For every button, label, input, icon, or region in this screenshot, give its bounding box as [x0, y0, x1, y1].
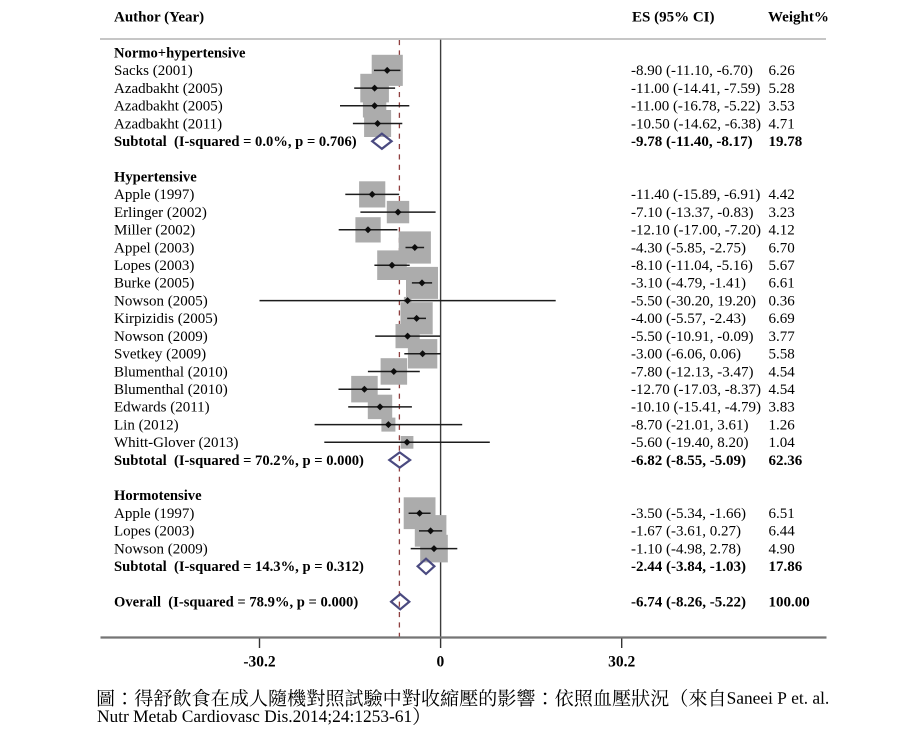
svg-text:Azadbakht (2005): Azadbakht (2005) — [114, 81, 223, 97]
svg-text:3.53: 3.53 — [769, 99, 795, 115]
svg-text:-8.70 (-21.01, 3.61): -8.70 (-21.01, 3.61) — [631, 417, 748, 433]
svg-text:Overall (I-squared = 78.9%, p: Overall (I-squared = 78.9%, p = 0.000) — [114, 595, 358, 611]
svg-text:4.42: 4.42 — [769, 187, 795, 203]
svg-text:6.44: 6.44 — [769, 524, 796, 540]
svg-text:-5.50 (-30.20, 19.20): -5.50 (-30.20, 19.20) — [631, 293, 756, 309]
svg-text:Nowson (2009): Nowson (2009) — [114, 329, 208, 345]
svg-text:5.58: 5.58 — [769, 347, 795, 363]
svg-text:-11.00 (-16.78, -5.22): -11.00 (-16.78, -5.22) — [631, 99, 760, 115]
svg-text:Edwards (2011): Edwards (2011) — [114, 400, 210, 416]
svg-text:-5.50 (-10.91, -0.09): -5.50 (-10.91, -0.09) — [631, 329, 753, 345]
svg-text:3.77: 3.77 — [769, 329, 796, 345]
svg-text:Author (Year): Author (Year) — [114, 10, 204, 26]
svg-text:Subtotal (I-squared = 0.0%, p: Subtotal (I-squared = 0.0%, p = 0.706) — [114, 134, 357, 150]
svg-text:-3.00 (-6.06, 0.06): -3.00 (-6.06, 0.06) — [631, 347, 741, 363]
svg-text:Lin (2012): Lin (2012) — [114, 417, 179, 433]
svg-text:-12.70 (-17.03, -8.37): -12.70 (-17.03, -8.37) — [631, 382, 761, 398]
svg-text:-3.10 (-4.79, -1.41): -3.10 (-4.79, -1.41) — [631, 276, 746, 292]
svg-text:-10.50 (-14.62, -6.38): -10.50 (-14.62, -6.38) — [631, 116, 761, 132]
svg-text:-7.80 (-12.13, -3.47): -7.80 (-12.13, -3.47) — [631, 364, 753, 380]
svg-text:Apple (1997): Apple (1997) — [114, 187, 194, 203]
svg-text:ES (95% CI): ES (95% CI) — [632, 10, 715, 26]
svg-text:Sacks (2001): Sacks (2001) — [114, 63, 193, 79]
svg-text:-5.60 (-19.40, 8.20): -5.60 (-19.40, 8.20) — [631, 435, 748, 451]
svg-text:Lopes (2003): Lopes (2003) — [114, 524, 194, 540]
svg-text:Azadbakht (2011): Azadbakht (2011) — [114, 116, 222, 132]
svg-text:6.51: 6.51 — [769, 506, 795, 522]
svg-text:Weight%: Weight% — [768, 10, 829, 26]
svg-text:Azadbakht (2005): Azadbakht (2005) — [114, 99, 223, 115]
svg-text:-1.10 (-4.98, 2.78): -1.10 (-4.98, 2.78) — [631, 541, 741, 557]
svg-text:3.83: 3.83 — [769, 400, 795, 416]
svg-text:30.2: 30.2 — [608, 653, 635, 670]
svg-text:Lopes (2003): Lopes (2003) — [114, 258, 194, 274]
svg-text:-10.10 (-15.41, -4.79): -10.10 (-15.41, -4.79) — [631, 400, 761, 416]
svg-text:-11.40 (-15.89, -6.91): -11.40 (-15.89, -6.91) — [631, 187, 760, 203]
svg-text:Miller (2002): Miller (2002) — [114, 223, 195, 239]
svg-text:Subtotal (I-squared = 14.3%,: Subtotal (I-squared = 14.3%, p = 0.312) — [114, 559, 364, 575]
svg-text:Blumenthal (2010): Blumenthal (2010) — [114, 382, 228, 398]
svg-text:Erlinger (2002): Erlinger (2002) — [114, 205, 207, 221]
svg-text:5.67: 5.67 — [769, 258, 796, 274]
svg-text:Appel (2003): Appel (2003) — [114, 240, 194, 256]
svg-text:3.23: 3.23 — [769, 205, 795, 221]
svg-text:Kirpizidis (2005): Kirpizidis (2005) — [114, 311, 218, 327]
svg-text:4.54: 4.54 — [769, 382, 796, 398]
svg-text:-4.30 (-5.85, -2.75): -4.30 (-5.85, -2.75) — [631, 240, 746, 256]
svg-text:-3.50 (-5.34, -1.66): -3.50 (-5.34, -1.66) — [631, 506, 746, 522]
svg-text:19.78: 19.78 — [769, 134, 803, 150]
svg-text:Apple (1997): Apple (1997) — [114, 506, 194, 522]
svg-text:-11.00 (-14.41, -7.59): -11.00 (-14.41, -7.59) — [631, 81, 760, 97]
svg-text:-2.44 (-3.84, -1.03): -2.44 (-3.84, -1.03) — [631, 559, 746, 575]
svg-text:-8.90 (-11.10, -6.70): -8.90 (-11.10, -6.70) — [631, 63, 753, 79]
svg-text:5.28: 5.28 — [769, 81, 795, 97]
svg-text:-6.82 (-8.55, -5.09): -6.82 (-8.55, -5.09) — [631, 453, 746, 469]
svg-text:6.69: 6.69 — [769, 311, 795, 327]
svg-text:Burke (2005): Burke (2005) — [114, 276, 194, 292]
svg-text:-9.78 (-11.40, -8.17): -9.78 (-11.40, -8.17) — [631, 134, 753, 150]
svg-text:4.71: 4.71 — [769, 116, 795, 132]
svg-text:-1.67 (-3.61, 0.27): -1.67 (-3.61, 0.27) — [631, 524, 741, 540]
svg-text:-8.10 (-11.04, -5.16): -8.10 (-11.04, -5.16) — [631, 258, 753, 274]
svg-text:-30.2: -30.2 — [243, 653, 276, 670]
svg-text:100.00: 100.00 — [769, 595, 810, 611]
svg-text:6.70: 6.70 — [769, 240, 795, 256]
svg-text:1.26: 1.26 — [769, 417, 796, 433]
svg-text:4.12: 4.12 — [769, 223, 795, 239]
svg-text:1.04: 1.04 — [769, 435, 796, 451]
svg-text:Hormotensive: Hormotensive — [114, 488, 202, 504]
svg-text:Subtotal (I-squared = 70.2%,: Subtotal (I-squared = 70.2%, p = 0.000) — [114, 453, 364, 469]
svg-text:4.54: 4.54 — [769, 364, 796, 380]
svg-text:Svetkey (2009): Svetkey (2009) — [114, 347, 206, 363]
svg-text:-4.00 (-5.57, -2.43): -4.00 (-5.57, -2.43) — [631, 311, 746, 327]
svg-text:6.26: 6.26 — [769, 63, 796, 79]
svg-text:-12.10 (-17.00, -7.20): -12.10 (-17.00, -7.20) — [631, 223, 761, 239]
svg-text:17.86: 17.86 — [769, 559, 803, 575]
svg-text:Normo+hypertensive: Normo+hypertensive — [114, 46, 246, 62]
svg-text:62.36: 62.36 — [769, 453, 803, 469]
svg-text:6.61: 6.61 — [769, 276, 795, 292]
svg-text:Hypertensive: Hypertensive — [114, 170, 197, 186]
svg-text:Blumenthal (2010): Blumenthal (2010) — [114, 364, 228, 380]
svg-text:4.90: 4.90 — [769, 541, 795, 557]
svg-text:Nowson (2005): Nowson (2005) — [114, 293, 208, 309]
svg-text:-6.74 (-8.26, -5.22): -6.74 (-8.26, -5.22) — [631, 595, 746, 611]
svg-text:Whitt-Glover (2013): Whitt-Glover (2013) — [114, 435, 239, 451]
svg-text:0.36: 0.36 — [769, 293, 796, 309]
svg-text:-7.10 (-13.37, -0.83): -7.10 (-13.37, -0.83) — [631, 205, 753, 221]
svg-text:0: 0 — [437, 653, 445, 670]
svg-text:Nowson (2009): Nowson (2009) — [114, 541, 208, 557]
